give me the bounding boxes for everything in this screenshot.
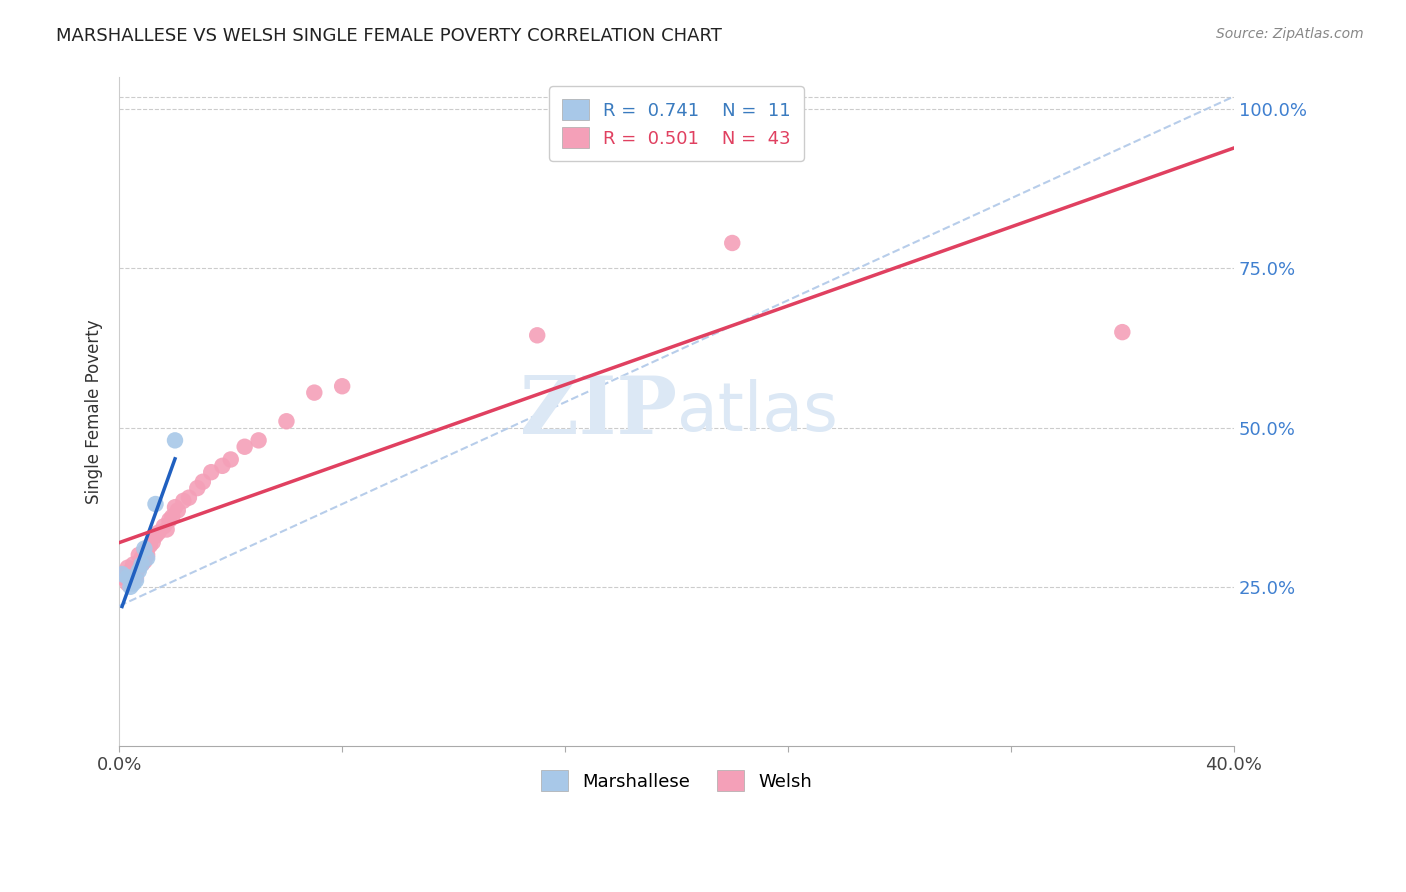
Point [145,529,167,543]
Point [111,567,134,582]
Point [139,538,162,552]
Point [125,574,148,588]
Point [128,548,150,562]
Point [526,328,548,343]
Point [122,576,145,591]
Point [125,564,148,578]
Point [233,440,256,454]
Point [128,560,150,574]
Point [160,509,183,524]
Point [159,513,181,527]
Text: ZIP: ZIP [520,373,676,450]
Point [148,525,170,540]
Point [721,235,744,250]
Legend: Marshallese, Welsh: Marshallese, Welsh [529,757,825,804]
Point [131,558,153,572]
Point [156,523,179,537]
Point [1111,325,1133,339]
Point [142,535,165,549]
Point [111,570,134,584]
Point [120,574,142,588]
Y-axis label: Single Female Poverty: Single Female Poverty [86,319,103,504]
Point [153,519,176,533]
Point [304,385,326,400]
Point [145,497,167,511]
Point [186,481,208,495]
Point [117,576,139,591]
Point [114,567,136,582]
Point [122,567,145,582]
Point [131,558,153,572]
Point [125,570,148,584]
Point [219,452,242,467]
Point [134,545,156,559]
Point [134,541,156,556]
Point [117,560,139,574]
Point [120,580,142,594]
Point [163,434,186,448]
Point [166,503,188,517]
Point [117,570,139,584]
Point [276,414,298,428]
Point [163,500,186,515]
Point [191,475,214,489]
Point [122,558,145,572]
Point [128,564,150,578]
Text: MARSHALLESE VS WELSH SINGLE FEMALE POVERTY CORRELATION CHART: MARSHALLESE VS WELSH SINGLE FEMALE POVER… [56,27,723,45]
Point [131,551,153,566]
Point [136,541,159,556]
Point [177,491,200,505]
Point [247,434,270,448]
Point [200,465,222,479]
Point [120,564,142,578]
Point [136,548,159,562]
Point [211,458,233,473]
Point [136,551,159,566]
Point [172,493,194,508]
Text: atlas: atlas [676,379,838,445]
Point [134,554,156,568]
Point [330,379,353,393]
Text: Source: ZipAtlas.com: Source: ZipAtlas.com [1216,27,1364,41]
